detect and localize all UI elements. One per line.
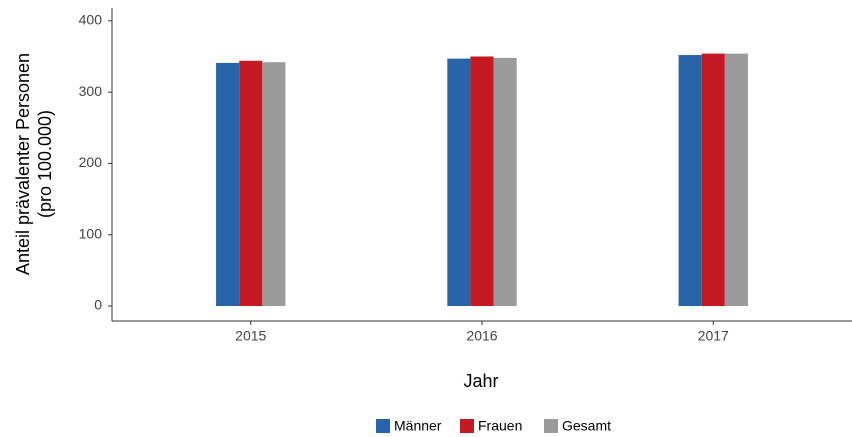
bar xyxy=(262,62,286,307)
x-axis-title: Jahr xyxy=(463,371,498,391)
y-tick-label: 100 xyxy=(79,225,103,241)
bar xyxy=(239,60,263,307)
y-tick-label: 0 xyxy=(94,297,102,313)
bar xyxy=(447,58,471,307)
bar xyxy=(701,53,725,307)
x-tick-label: 2016 xyxy=(466,328,497,344)
y-tick-label: 300 xyxy=(79,83,103,99)
y-tick-label: 200 xyxy=(79,154,103,170)
bar xyxy=(470,56,494,307)
x-tick-label: 2015 xyxy=(235,328,266,344)
legend-swatch xyxy=(376,419,390,433)
y-tick-label: 400 xyxy=(79,12,103,28)
bar xyxy=(216,62,240,307)
bar xyxy=(678,55,702,307)
bar xyxy=(493,57,517,307)
y-axis-title: Anteil prävalenter Personen xyxy=(13,53,33,275)
y-axis-title: (pro 100.000) xyxy=(35,110,55,218)
bar xyxy=(724,53,748,307)
legend-label: Gesamt xyxy=(562,418,611,434)
legend-label: Frauen xyxy=(478,418,522,434)
legend-swatch xyxy=(544,419,558,433)
legend-label: Männer xyxy=(394,418,442,434)
legend-swatch xyxy=(460,419,474,433)
x-tick-label: 2017 xyxy=(698,328,729,344)
